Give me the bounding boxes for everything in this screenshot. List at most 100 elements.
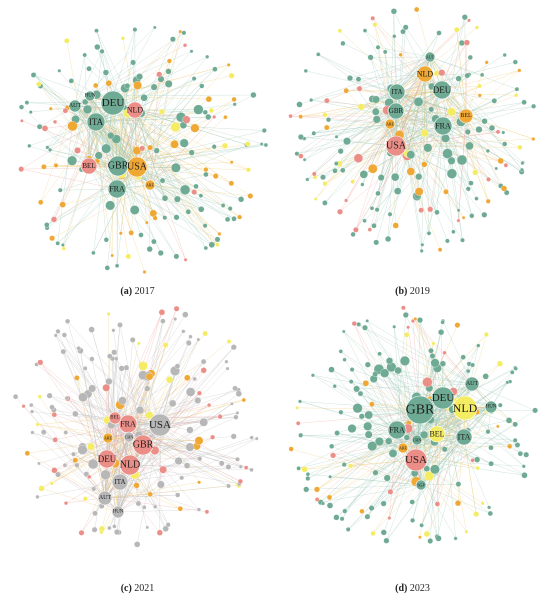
edge bbox=[47, 95, 91, 148]
node-label: ARE bbox=[104, 436, 113, 441]
edge bbox=[119, 339, 133, 483]
country-node bbox=[238, 196, 245, 203]
edge bbox=[104, 494, 151, 499]
country-node bbox=[380, 500, 387, 507]
country-node bbox=[367, 54, 374, 61]
edge bbox=[129, 464, 240, 485]
edge bbox=[88, 165, 218, 240]
edge bbox=[40, 105, 76, 203]
edge bbox=[136, 166, 224, 206]
country-node bbox=[288, 446, 294, 452]
country-node bbox=[202, 109, 208, 115]
edge bbox=[389, 409, 421, 519]
edge bbox=[74, 105, 118, 190]
edge bbox=[426, 406, 492, 535]
country-node bbox=[162, 342, 169, 348]
country-node bbox=[436, 30, 442, 36]
edge bbox=[127, 399, 244, 425]
country-node bbox=[229, 160, 234, 164]
country-node bbox=[456, 208, 461, 213]
edge bbox=[67, 321, 161, 426]
country-node bbox=[72, 457, 79, 463]
country-node bbox=[158, 309, 166, 316]
country-node bbox=[76, 346, 81, 351]
edge bbox=[149, 144, 248, 186]
country-node bbox=[403, 332, 410, 338]
country-node bbox=[288, 113, 293, 119]
edge bbox=[389, 429, 398, 519]
node-label: GBR bbox=[108, 161, 129, 172]
country-node bbox=[237, 214, 243, 220]
node-aut: AUT bbox=[97, 490, 113, 506]
edge bbox=[41, 437, 109, 489]
edge bbox=[420, 484, 438, 537]
country-node bbox=[52, 437, 58, 443]
edge bbox=[318, 54, 444, 127]
edge bbox=[60, 188, 118, 191]
country-node bbox=[147, 144, 153, 151]
country-node bbox=[199, 83, 205, 89]
edge bbox=[464, 407, 524, 467]
country-node bbox=[465, 141, 474, 151]
edge bbox=[334, 56, 431, 171]
edge bbox=[136, 166, 212, 245]
node-nld: NLD bbox=[453, 395, 478, 421]
country-node bbox=[107, 525, 112, 531]
edge bbox=[463, 436, 516, 441]
country-node bbox=[226, 339, 232, 344]
country-node bbox=[110, 253, 114, 258]
node-bel: BEL bbox=[80, 157, 98, 175]
country-node bbox=[455, 75, 462, 82]
country-node bbox=[94, 151, 103, 160]
country-node bbox=[24, 100, 30, 105]
country-node bbox=[49, 235, 55, 242]
edge bbox=[442, 125, 523, 170]
edge bbox=[412, 484, 422, 521]
edge bbox=[442, 125, 501, 187]
country-node bbox=[422, 377, 433, 388]
node-usa: USA bbox=[148, 413, 172, 437]
country-node bbox=[87, 442, 95, 451]
country-node bbox=[135, 406, 145, 415]
country-node bbox=[348, 463, 354, 469]
edge bbox=[490, 372, 513, 408]
country-node bbox=[345, 527, 351, 532]
country-node bbox=[82, 98, 89, 106]
edge bbox=[383, 484, 422, 504]
edge bbox=[354, 323, 418, 441]
country-node bbox=[330, 452, 337, 459]
node-are: ARE bbox=[102, 432, 114, 444]
country-node bbox=[60, 348, 67, 355]
node-label: NLD bbox=[127, 106, 144, 115]
edge bbox=[352, 123, 391, 182]
node-label: ITA bbox=[391, 88, 402, 96]
edge bbox=[394, 36, 398, 93]
edge bbox=[95, 104, 235, 123]
country-node bbox=[173, 214, 180, 221]
country-node bbox=[446, 168, 457, 179]
edge bbox=[429, 56, 523, 170]
country-node bbox=[477, 83, 482, 89]
country-node bbox=[174, 363, 181, 369]
country-node bbox=[37, 461, 41, 466]
edge bbox=[149, 74, 160, 186]
edge bbox=[322, 459, 417, 504]
caption-2019: (b) 2019 bbox=[275, 286, 550, 297]
country-node bbox=[456, 154, 468, 166]
country-node bbox=[142, 270, 147, 274]
edge bbox=[429, 56, 480, 96]
country-node bbox=[41, 125, 49, 132]
country-node bbox=[311, 171, 317, 177]
country-node bbox=[356, 85, 363, 92]
country-node bbox=[178, 29, 183, 34]
edge bbox=[119, 438, 257, 483]
node-label: DEU bbox=[433, 85, 452, 95]
edge bbox=[74, 105, 185, 144]
country-node bbox=[111, 328, 116, 333]
edge bbox=[62, 165, 90, 246]
country-node bbox=[114, 263, 120, 268]
edge bbox=[88, 68, 136, 111]
edge bbox=[300, 110, 397, 117]
country-node bbox=[238, 464, 243, 469]
caption-letter: (a) bbox=[120, 286, 133, 297]
